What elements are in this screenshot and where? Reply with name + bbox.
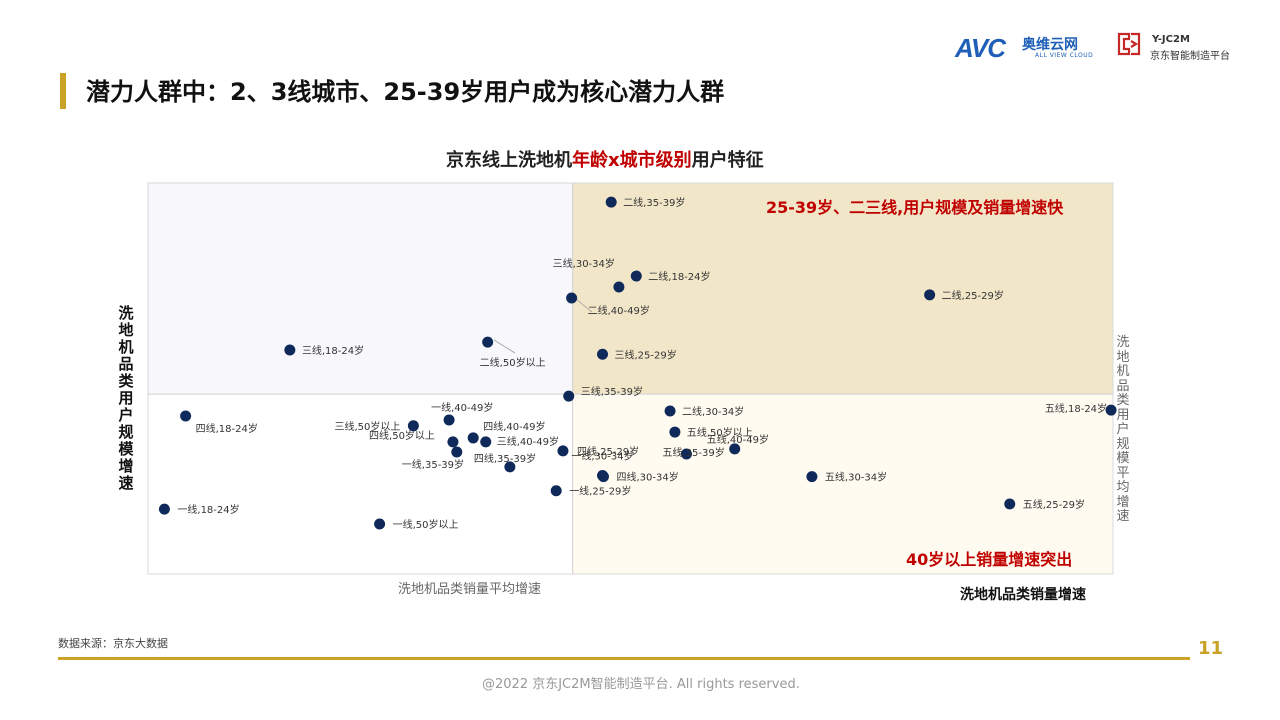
scatter-point <box>597 471 609 483</box>
scatter-point <box>806 471 818 483</box>
scatter-point <box>613 281 625 293</box>
scatter-point <box>557 445 569 457</box>
point-label: 一线,35-39岁 <box>402 458 464 471</box>
jd-c2m-logo-code: Y-JC2M <box>1152 34 1190 45</box>
point-label: 一线,30-34岁 <box>571 449 633 462</box>
avc-logo-en: ALL VIEW CLOUD <box>1035 52 1094 59</box>
point-label: 五线,50岁以上 <box>687 426 753 439</box>
point-label: 五线,18-24岁 <box>1045 402 1107 415</box>
scatter-point <box>407 420 419 432</box>
chart-title: 京东线上洗地机年龄x城市级别用户特征 <box>446 146 764 172</box>
scatter-point <box>284 344 296 356</box>
point-label: 三线,40-49岁 <box>497 435 559 448</box>
scatter-point <box>680 448 692 460</box>
point-label: 二线,50岁以上 <box>480 356 546 369</box>
y-average-label: 洗地机品类用户规模平均增速 <box>1116 335 1130 524</box>
point-label: 二线,18-24岁 <box>648 270 710 283</box>
point-label: 三线,35-39岁 <box>581 385 643 398</box>
point-label: 四线,40-49岁 <box>483 420 545 433</box>
avc-logo-cn: 奥维云网 <box>1022 37 1078 53</box>
scatter-point <box>1004 498 1016 510</box>
point-label: 一线,18-24岁 <box>177 503 239 516</box>
scatter-point <box>630 270 642 282</box>
scatter-point <box>664 405 676 417</box>
point-label: 三线,30-34岁 <box>553 257 615 270</box>
scatter-point <box>480 436 492 448</box>
page-number: 11 <box>1198 638 1224 659</box>
scatter-point <box>158 503 170 515</box>
point-label: 四线,18-24岁 <box>196 422 258 435</box>
point-label: 三线,25-29岁 <box>615 348 677 361</box>
copyright: @2022 京东JC2M智能制造平台. All rights reserved. <box>482 677 800 692</box>
point-label: 五线,25-29岁 <box>1023 498 1085 511</box>
chart-title-suffix: 用户特征 <box>691 150 764 171</box>
point-label: 一线,50岁以上 <box>393 518 459 531</box>
scatter-point <box>550 485 562 497</box>
quadrant-bottom-left <box>148 394 573 574</box>
point-label: 四线,50岁以上 <box>369 429 435 442</box>
scatter-point <box>447 436 459 448</box>
point-label: 一线,25-29岁 <box>569 485 631 498</box>
quadrant-top-left <box>148 183 573 395</box>
title-accent-bar <box>60 73 66 109</box>
point-label: 五线,30-34岁 <box>825 471 887 484</box>
footer-divider <box>58 657 1190 660</box>
plot-border <box>147 182 1114 575</box>
point-label: 五线,35-39岁 <box>662 446 724 459</box>
scatter-point <box>482 336 494 348</box>
point-label: 四线,30-34岁 <box>616 471 678 484</box>
point-label: 二线,35-39岁 <box>623 196 685 209</box>
scatter-point <box>443 414 455 426</box>
scatter-point <box>504 461 516 473</box>
y-axis-label: 洗地机品类用户规模增速 <box>118 304 134 492</box>
point-leader-line <box>575 298 593 313</box>
chart-title-prefix: 京东线上洗地机 <box>446 150 572 171</box>
point-label: 二线,25-29岁 <box>942 289 1004 302</box>
point-label: 一线,40-49岁 <box>431 401 493 414</box>
point-label: 三线,50岁以上 <box>334 420 400 433</box>
x-axis-label: 洗地机品类销量增速 <box>960 587 1086 603</box>
data-source: 数据来源：京东大数据 <box>58 637 168 650</box>
scatter-point <box>597 348 609 360</box>
scatter-point <box>467 432 479 444</box>
scatter-point <box>451 446 463 458</box>
point-label: 四线,35-39岁 <box>474 452 536 465</box>
jd-c2m-logo-icon <box>1117 32 1141 56</box>
point-leader-line <box>493 339 516 354</box>
point-label: 三线,18-24岁 <box>302 344 364 357</box>
quadrant-top-right <box>572 183 1113 395</box>
scatter-point <box>374 518 386 530</box>
scatter-point <box>563 390 575 402</box>
annotation-top-right: 25-39岁、二三线,用户规模及销量增速快 <box>766 198 1064 217</box>
jd-c2m-logo-name: 京东智能制造平台 <box>1150 51 1230 62</box>
quadrant-bottom-right <box>572 394 1113 574</box>
scatter-point <box>605 196 617 208</box>
point-label: 二线,30-34岁 <box>682 405 744 418</box>
point-label: 二线,40-49岁 <box>588 304 650 317</box>
avc-logo: AVC <box>955 33 1006 63</box>
chart-title-highlight: 年龄x城市级别 <box>572 150 692 171</box>
scatter-point <box>1105 404 1117 416</box>
annotation-bottom-right: 40岁以上销量增速突出 <box>906 550 1073 569</box>
point-label: 四线,25-29岁 <box>577 445 639 458</box>
scatter-point <box>924 289 936 301</box>
scatter-point <box>180 410 192 422</box>
scatter-point <box>669 426 681 438</box>
x-average-label: 洗地机品类销量平均增速 <box>398 582 542 597</box>
scatter-point <box>729 443 741 455</box>
point-label: 五线,40-49岁 <box>707 433 769 446</box>
scatter-point <box>566 292 578 304</box>
page-title: 潜力人群中：2、3线城市、25-39岁用户成为核心潜力人群 <box>86 78 725 106</box>
